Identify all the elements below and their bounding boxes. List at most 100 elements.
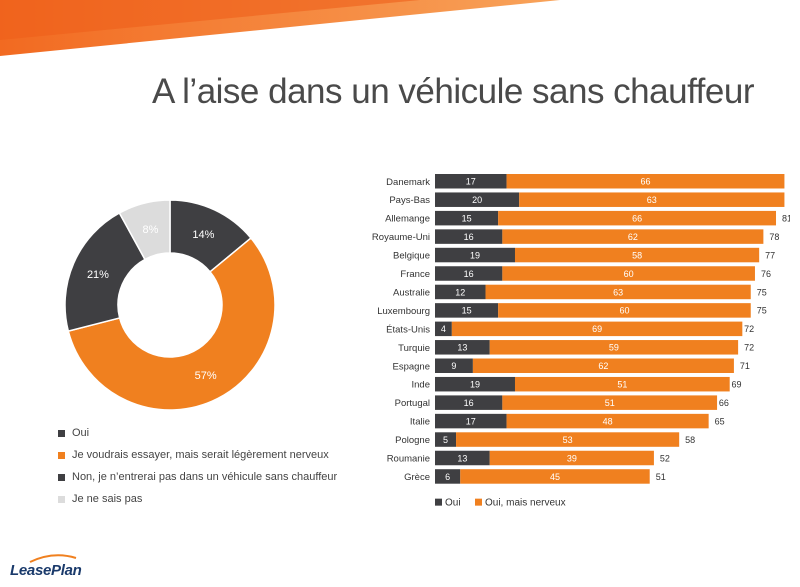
bar-oui-nerveux: [456, 432, 680, 447]
bar-total-label: 75: [757, 287, 767, 297]
bar-oui-nerveux: [506, 413, 709, 429]
bar-value-label: 5: [443, 435, 448, 445]
legend-label: Non, je n’entrerai pas dans un véhicule …: [72, 471, 338, 483]
donut-slice: [67, 237, 276, 411]
bar-oui: [435, 376, 515, 392]
bar-value-label: 58: [632, 250, 642, 260]
legend-item: Je voudrais essayer, mais serait légèrem…: [58, 449, 329, 461]
legend-label: Je voudrais essayer, mais serait légèrem…: [72, 449, 329, 461]
bar-oui: [435, 266, 503, 281]
bar-total-label: 77: [765, 250, 775, 260]
legend-item: Oui: [58, 427, 89, 439]
donut-slice: [118, 199, 171, 261]
bar-value-label: 69: [592, 324, 602, 334]
category-label: Turquie: [398, 343, 430, 354]
bar-value-label: 59: [609, 343, 619, 353]
bar-total-label: 71: [740, 361, 750, 371]
bar-value-label: 15: [462, 213, 472, 223]
bar-oui-nerveux: [472, 358, 734, 373]
bar-oui-nerveux: [502, 395, 718, 410]
bar-oui-nerveux: [514, 247, 760, 263]
category-label: Luxembourg: [377, 306, 430, 317]
bar-oui: [435, 174, 507, 189]
bar-total-label: 51: [656, 472, 666, 482]
bar-oui-nerveux: [514, 376, 730, 392]
bar-value-label: 13: [457, 343, 467, 353]
header-banner: [0, 0, 560, 56]
bar-oui: [435, 321, 452, 337]
donut-slice: [64, 211, 146, 333]
category-label: Allemange: [385, 214, 430, 225]
legend-swatch: [58, 495, 65, 503]
legend-label: Oui, mais nerveux: [485, 498, 566, 509]
bar-value-label: 6: [445, 472, 450, 482]
bar-value-label: 60: [624, 269, 634, 279]
bar-value-label: 62: [628, 232, 638, 242]
bar-value-label: 13: [457, 453, 467, 463]
category-label: Inde: [412, 380, 431, 391]
bar-oui-nerveux: [489, 450, 654, 466]
bar-oui: [435, 247, 515, 263]
legend-item: Je ne sais pas: [58, 493, 142, 505]
bar-value-label: 66: [632, 213, 642, 223]
bar-oui: [435, 303, 499, 318]
bar-oui-nerveux: [451, 321, 743, 337]
legend-swatch: [58, 451, 65, 459]
legend-label: Je ne sais pas: [72, 493, 143, 505]
bar-total-label: 78: [769, 232, 779, 242]
legend-swatch: [58, 473, 65, 481]
category-label: France: [400, 269, 430, 280]
stacked-bar-chart: Danemark176683Pays-Bas206383Allemange156…: [372, 174, 790, 509]
bar-oui-nerveux: [502, 229, 764, 244]
bar-total-label: 66: [719, 398, 729, 408]
category-label: Grèce: [404, 472, 430, 483]
bar-value-label: 16: [464, 398, 474, 408]
category-label: États-Unis: [386, 324, 430, 335]
bar-oui: [435, 284, 486, 300]
bar-oui: [435, 210, 499, 226]
bar-value-label: 60: [619, 306, 629, 316]
bar-value-label: 17: [466, 177, 476, 187]
bar-oui-nerveux: [519, 192, 785, 207]
bar-oui: [435, 413, 507, 429]
donut-slice-label: 57%: [195, 370, 217, 382]
category-label: Portugal: [395, 398, 430, 409]
legend-item: Non, je n’entrerai pas dans un véhicule …: [58, 471, 337, 483]
bar-oui: [435, 340, 490, 355]
category-label: Pays-Bas: [389, 195, 430, 206]
bar-value-label: 20: [472, 195, 482, 205]
bar-value-label: 62: [598, 361, 608, 371]
bar-oui-nerveux: [460, 469, 650, 484]
bar-value-label: 45: [550, 472, 560, 482]
category-label: Espagne: [392, 361, 430, 372]
bar-total-label: 76: [761, 269, 771, 279]
bar-value-label: 17: [466, 416, 476, 426]
category-label: Australie: [393, 287, 430, 298]
bar-total-label: 69: [731, 380, 741, 390]
bar-total-label: 65: [715, 416, 725, 426]
donut-slice-label: 21%: [87, 269, 109, 281]
bar-total-label: 75: [757, 306, 767, 316]
bar-value-label: 16: [464, 232, 474, 242]
bar-oui: [435, 192, 520, 207]
category-label: Italie: [410, 417, 430, 428]
bar-oui: [435, 432, 457, 447]
bar-oui: [435, 229, 503, 244]
bar-oui: [435, 450, 490, 466]
bar-value-label: 16: [464, 269, 474, 279]
bar-value-label: 48: [603, 416, 613, 426]
donut-slice-label: 8%: [143, 224, 159, 236]
bar-oui: [435, 358, 473, 373]
category-label: Royaume-Uni: [372, 232, 430, 243]
legend-swatch: [475, 498, 482, 506]
bar-oui-nerveux: [489, 340, 739, 355]
bar-value-label: 15: [462, 306, 472, 316]
bar-total-label: 52: [660, 453, 670, 463]
bar-value-label: 12: [455, 287, 465, 297]
bar-value-label: 63: [647, 195, 657, 205]
bar-total-label: 58: [685, 435, 695, 445]
category-label: Belgique: [393, 251, 430, 262]
leaseplan-logo: LeasePlan: [10, 562, 82, 579]
bar-value-label: 4: [441, 324, 446, 334]
bar-value-label: 51: [605, 398, 615, 408]
